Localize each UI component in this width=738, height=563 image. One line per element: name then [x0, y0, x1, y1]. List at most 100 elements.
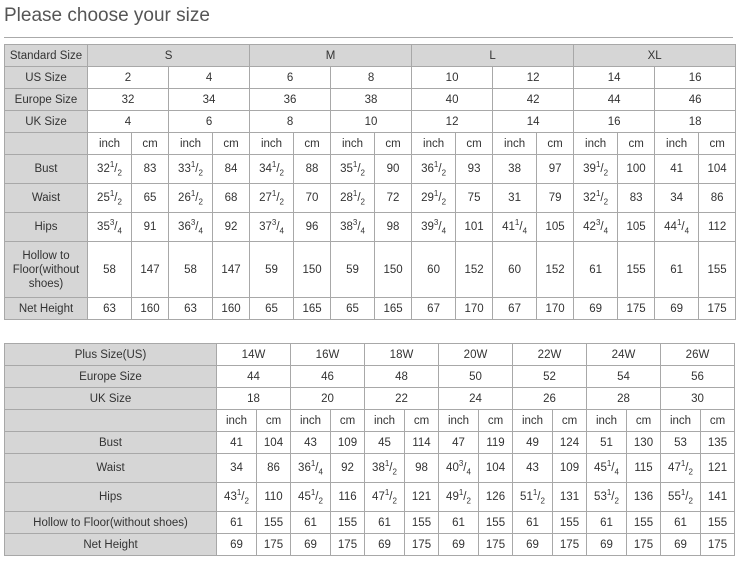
measure-value: 65	[131, 183, 169, 213]
measure-value: 155	[626, 511, 661, 534]
unit-inch: inch	[216, 409, 257, 432]
row-label: Bust	[4, 431, 217, 454]
size-value: 12	[492, 66, 575, 89]
table-row: Bust 321/2 83 331/2 84 341/2 88 351/2 90 361/2 93 3…	[4, 154, 737, 184]
measure-value: 155	[330, 511, 365, 534]
divider	[4, 37, 733, 38]
measure-value: 471/2	[660, 453, 701, 483]
size-value: 16	[654, 66, 737, 89]
measure-value: 69	[654, 297, 700, 320]
row-label: Europe Size	[4, 365, 217, 388]
measure-value: 165	[293, 297, 332, 320]
measure-value: 88	[293, 154, 332, 184]
unit-cm: cm	[211, 132, 251, 155]
size-value: 8	[330, 66, 413, 89]
measure-value: 96	[293, 212, 332, 242]
size-value: 4	[167, 66, 251, 89]
measure-value: 69	[573, 297, 619, 320]
size-value: 10	[411, 66, 494, 89]
measure-value: 60	[492, 241, 538, 298]
measure-value: 155	[404, 511, 439, 534]
measure-value: 59	[249, 241, 295, 298]
row-label: Standard Size	[4, 44, 88, 67]
measure-value: 261/2	[168, 183, 213, 213]
measure-value: 61	[586, 511, 627, 534]
size-value: 22	[364, 387, 439, 410]
row-label: Net Height	[4, 533, 217, 556]
size-value: 26W	[660, 343, 735, 366]
measure-value: 104	[256, 431, 291, 454]
size-value: 52	[512, 365, 587, 388]
measure-value: 155	[478, 511, 513, 534]
table-row: UK Size 18 20 22 24 26 28 30	[4, 387, 735, 410]
measure-value: 90	[374, 154, 413, 184]
row-label: US Size	[4, 66, 88, 89]
measure-value: 136	[626, 482, 661, 512]
size-value: 24W	[586, 343, 661, 366]
unit-cm: cm	[698, 132, 737, 155]
size-value: 42	[492, 88, 575, 111]
size-value: 26	[512, 387, 587, 410]
measure-value: 403/4	[438, 453, 479, 483]
unit-inch: inch	[438, 409, 479, 432]
measure-value: 147	[211, 241, 251, 298]
size-value: 44	[216, 365, 291, 388]
table-row: UK Size 4 6 8 10 12 14 16 18	[4, 110, 737, 133]
measure-value: 91	[131, 212, 169, 242]
measure-value: 155	[552, 511, 587, 534]
table-row: Hollow to Floor(without shoes) 58 147 58 147…	[4, 241, 737, 298]
measure-value: 47	[438, 431, 479, 454]
unit-inch: inch	[411, 132, 457, 155]
measure-value: 75	[455, 183, 494, 213]
measure-value: 109	[552, 453, 587, 483]
measure-value: 471/2	[364, 482, 405, 512]
measure-value: 79	[536, 183, 575, 213]
measure-value: 155	[698, 241, 737, 298]
size-value: 8	[249, 110, 332, 133]
size-value: 12	[411, 110, 494, 133]
measure-value: 363/4	[168, 212, 213, 242]
measure-value: 391/2	[573, 154, 619, 184]
measure-value: 175	[552, 533, 587, 556]
measure-value: 104	[698, 154, 737, 184]
unit-inch: inch	[249, 132, 295, 155]
unit-inch: inch	[290, 409, 331, 432]
row-label: Waist	[4, 183, 88, 213]
measure-value: 121	[700, 453, 735, 483]
measure-value: 351/2	[330, 154, 376, 184]
table-row: Bust 41 104 43 109 45 114 47 119 49 124 51 130 53 135	[4, 431, 735, 454]
unit-inch: inch	[654, 132, 700, 155]
size-value: 50	[438, 365, 513, 388]
measure-value: 105	[536, 212, 575, 242]
measure-value: 58	[87, 241, 132, 298]
size-value: 28	[586, 387, 661, 410]
measure-value: 175	[626, 533, 661, 556]
row-label: Hips	[4, 212, 88, 242]
measure-value: 69	[438, 533, 479, 556]
measure-value: 92	[211, 212, 251, 242]
measure-value: 60	[411, 241, 457, 298]
measure-value: 383/4	[330, 212, 376, 242]
measure-value: 53	[660, 431, 701, 454]
measure-value: 141	[700, 482, 735, 512]
row-label: Hollow to Floor(without shoes)	[4, 241, 88, 298]
measure-value: 97	[536, 154, 575, 184]
measure-value: 61	[216, 511, 257, 534]
measure-value: 160	[131, 297, 169, 320]
measure-value: 170	[455, 297, 494, 320]
measure-value: 411/4	[492, 212, 538, 242]
row-label: Bust	[4, 154, 88, 184]
unit-cm: cm	[455, 132, 494, 155]
measure-value: 45	[364, 431, 405, 454]
measure-value: 175	[330, 533, 365, 556]
measure-value: 170	[536, 297, 575, 320]
unit-inch: inch	[364, 409, 405, 432]
measure-value: 119	[478, 431, 513, 454]
measure-value: 175	[404, 533, 439, 556]
row-label: Hollow to Floor(without shoes)	[4, 511, 217, 534]
measure-value: 61	[573, 241, 619, 298]
measure-value: 361/2	[411, 154, 457, 184]
measure-value: 38	[492, 154, 538, 184]
unit-row: inch cm inch cm inch cm inch cm inch cm inch cm inch…	[4, 132, 737, 155]
unit-inch: inch	[660, 409, 701, 432]
